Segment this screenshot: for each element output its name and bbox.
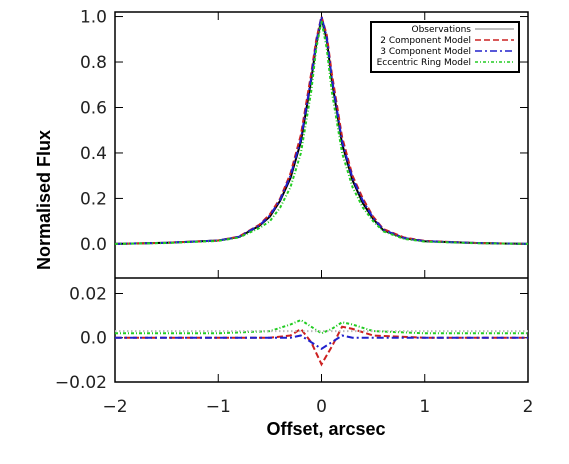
x-axis-title: Offset, arcsec [266, 419, 385, 439]
legend-box [370, 21, 520, 73]
bottom-y-tick-label: 0.0 [80, 329, 107, 349]
x-tick-label: −2 [102, 397, 127, 417]
x-tick-label: 1 [419, 397, 430, 417]
legend-label: 3 Component Model [380, 47, 471, 57]
top-y-tick-label: 0.6 [80, 98, 107, 118]
bottom-panel: −0.02 0.0 0.02 −2 −1 0 1 2 [55, 284, 534, 417]
bottom-y-tick-label: 0.02 [69, 284, 107, 304]
legend-label: 2 Component Model [380, 36, 471, 46]
x-tick-label: −1 [206, 397, 231, 417]
bottom-series-eccentric-ring-model [115, 318, 528, 335]
legend-label: Eccentric Ring Model [377, 58, 471, 68]
top-series-3-component-model [114, 16, 529, 245]
top-y-tick-label: 1.0 [80, 8, 107, 28]
top-panel: 0.0 0.2 0.4 0.6 0.8 1.0 [80, 8, 529, 278]
top-y-tick-label: 0.2 [80, 189, 107, 209]
y-axis-title: Normalised Flux [34, 130, 54, 270]
top-y-tick-label: 0.0 [80, 235, 107, 255]
x-tick-label: 0 [316, 397, 327, 417]
top-y-tick-label: 0.8 [80, 53, 107, 73]
bottom-y-tick-label: −0.02 [55, 373, 107, 393]
top-series-eccentric-ring-model [114, 20, 529, 245]
legend-label: Observations [412, 25, 472, 35]
top-y-tick-label: 0.4 [80, 144, 107, 164]
x-tick-label: 2 [523, 397, 534, 417]
bottom-series-3-component-model [115, 334, 528, 350]
